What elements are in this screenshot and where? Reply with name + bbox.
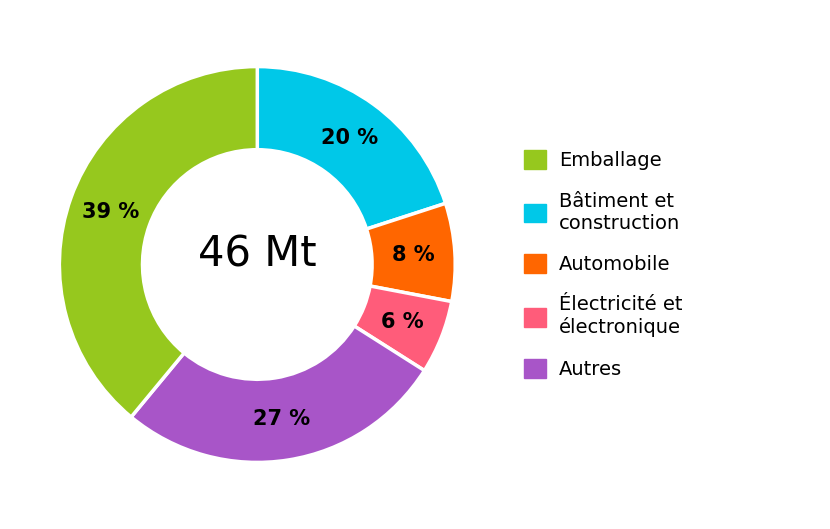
Text: 6 %: 6 % [381,312,424,332]
Text: 8 %: 8 % [392,245,435,264]
Text: 46 Mt: 46 Mt [198,234,316,276]
Text: 27 %: 27 % [253,409,310,429]
Wedge shape [354,286,452,370]
Wedge shape [367,203,455,302]
Wedge shape [131,326,424,462]
Text: 20 %: 20 % [320,128,378,148]
Wedge shape [60,67,257,417]
Legend: Emballage, Bâtiment et
construction, Automobile, Électricité et
électronique, Au: Emballage, Bâtiment et construction, Aut… [525,150,683,379]
Wedge shape [257,67,446,229]
Text: 39 %: 39 % [81,202,139,222]
